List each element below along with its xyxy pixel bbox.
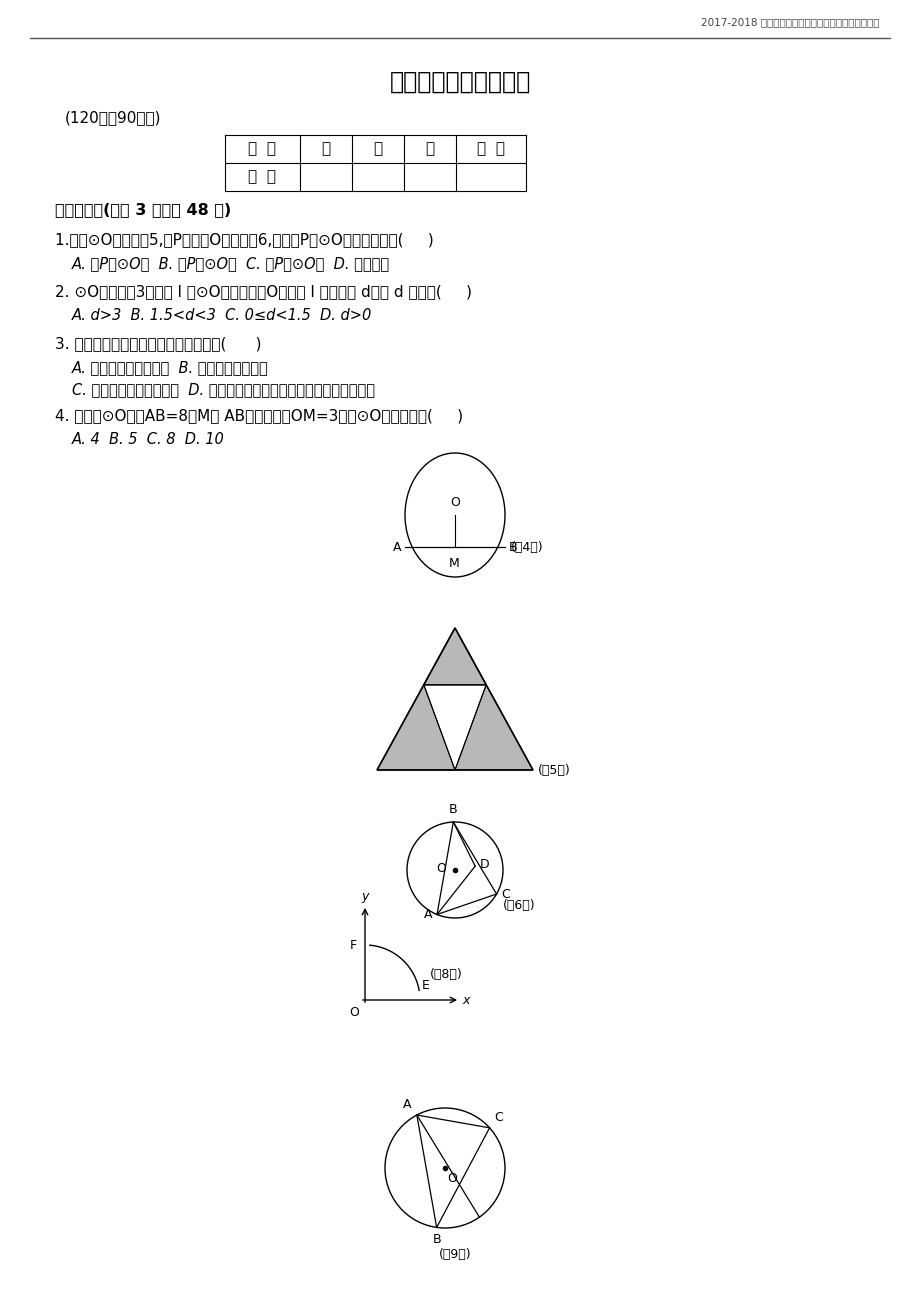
Polygon shape	[424, 628, 485, 685]
Text: A. 点P在⊙O外  B. 点P在⊙O内  C. 点P在⊙O上  D. 无法确定: A. 点P在⊙O外 B. 点P在⊙O内 C. 点P在⊙O上 D. 无法确定	[72, 256, 390, 272]
Text: 1.已知⊙O的半径为5,点P到圆心O的距离为6,那么点P与⊙O的位置关系是(     ): 1.已知⊙O的半径为5,点P到圆心O的距离为6,那么点P与⊙O的位置关系是( )	[55, 233, 433, 247]
Text: 一: 一	[321, 142, 330, 156]
Text: (120分，90分钟): (120分，90分钟)	[65, 111, 162, 125]
Text: 2. ⊙O的直径是3，直线 l 与⊙O相交，圆心O到直线 l 的距离是 d，则 d 应满足(     ): 2. ⊙O的直径是3，直线 l 与⊙O相交，圆心O到直线 l 的距离是 d，则 …	[55, 285, 471, 299]
Text: C: C	[494, 1111, 503, 1124]
Text: B: B	[508, 540, 517, 553]
Text: O: O	[436, 862, 446, 875]
Text: A. d>3  B. 1.5<d<3  C. 0≤d<1.5  D. d>0: A. d>3 B. 1.5<d<3 C. 0≤d<1.5 D. d>0	[72, 309, 372, 323]
Text: C: C	[501, 888, 510, 901]
Text: 题  号: 题 号	[248, 142, 277, 156]
Text: (第5题): (第5题)	[538, 763, 570, 776]
Text: 一、选择题(每题 3 分，共 48 分): 一、选择题(每题 3 分，共 48 分)	[55, 203, 231, 217]
Text: B: B	[448, 803, 457, 816]
Text: O: O	[447, 1172, 457, 1185]
Text: (第9题): (第9题)	[438, 1249, 471, 1262]
Text: 总  分: 总 分	[476, 142, 505, 156]
Text: F: F	[349, 939, 357, 952]
Text: 3. 下列直线中，能判定为圆的切线的是(      ): 3. 下列直线中，能判定为圆的切线的是( )	[55, 336, 261, 352]
Text: A: A	[392, 540, 401, 553]
Text: y: y	[361, 891, 369, 904]
Text: 二: 二	[373, 142, 382, 156]
Text: E: E	[422, 979, 429, 992]
Text: A. 4  B. 5  C. 8  D. 10: A. 4 B. 5 C. 8 D. 10	[72, 432, 224, 448]
Text: O: O	[348, 1006, 358, 1019]
Text: 第二十九章达标检测卷: 第二十九章达标检测卷	[389, 70, 530, 94]
Text: B: B	[432, 1233, 440, 1246]
Text: 4. 如图，⊙O的弦AB=8，M是 AB的中点，且OM=3，则⊙O的半径等于(     ): 4. 如图，⊙O的弦AB=8，M是 AB的中点，且OM=3，则⊙O的半径等于( …	[55, 409, 462, 423]
Text: A: A	[423, 907, 432, 921]
Text: (第8题): (第8题)	[429, 969, 462, 982]
Text: M: M	[448, 557, 459, 570]
Polygon shape	[424, 628, 485, 685]
Text: (第4题): (第4题)	[510, 540, 543, 553]
Text: x: x	[461, 993, 469, 1006]
Text: 2017-2018 学年冀教版九年级数学下册单元检测试题卷: 2017-2018 学年冀教版九年级数学下册单元检测试题卷	[701, 17, 879, 27]
Polygon shape	[455, 685, 532, 769]
Text: (第6题): (第6题)	[502, 898, 535, 911]
Text: A: A	[403, 1098, 412, 1111]
Text: D: D	[480, 858, 489, 871]
Text: A. 与圆有公共点的直线  B. 垂直于半径的直线: A. 与圆有公共点的直线 B. 垂直于半径的直线	[72, 361, 268, 375]
Text: O: O	[449, 496, 460, 509]
Polygon shape	[377, 685, 455, 769]
Text: C. 经过半径的外端的直线  D. 经过半径的外端并且垂直于这条半径的直线: C. 经过半径的外端的直线 D. 经过半径的外端并且垂直于这条半径的直线	[72, 383, 375, 397]
Text: 三: 三	[425, 142, 434, 156]
Text: 得  分: 得 分	[248, 169, 277, 185]
